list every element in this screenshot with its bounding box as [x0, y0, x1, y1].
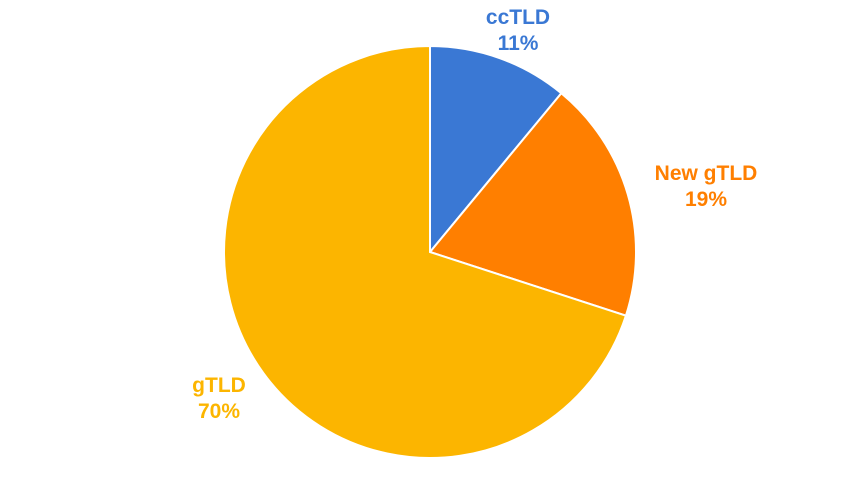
label-gtld-value: 70%	[197, 400, 241, 423]
slice-cctld	[429, 44, 563, 255]
label-gtld: gTLD 70%	[192, 373, 246, 425]
label-new-gtld-name: New gTLD	[654, 162, 758, 185]
label-cctld-value: 11%	[497, 32, 539, 55]
label-new-gtld-value: 19%	[684, 188, 728, 211]
label-cctld-name: ccTLD	[485, 6, 551, 29]
label-cctld: ccTLD 11%	[486, 5, 550, 57]
label-new-gtld: New gTLD 19%	[655, 161, 758, 213]
slice-gtld	[223, 44, 628, 459]
label-gtld-name: gTLD	[192, 374, 246, 397]
slice-new-gtld	[428, 91, 637, 317]
